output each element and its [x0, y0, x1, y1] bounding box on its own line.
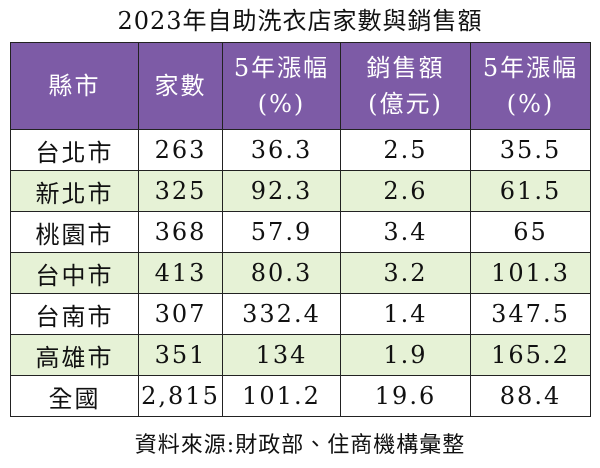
table-cell: 332.4	[222, 293, 341, 335]
table-cell: 65	[470, 211, 591, 253]
table-cell: 61.5	[470, 170, 591, 212]
table-cell: 3.4	[340, 211, 471, 253]
table-cell: 1.4	[340, 293, 471, 335]
table-cell: 413	[138, 252, 223, 294]
table-cell: 165.2	[470, 334, 591, 376]
table-row: 桃園市 368 57.9 3.4 65	[10, 211, 591, 253]
header-row: 縣市 家數 5年漲幅 (%) 銷售額 (億元) 5年漲幅 (%)	[10, 42, 591, 130]
table-cell: 35.5	[470, 129, 591, 171]
header-cell: 5年漲幅 (%)	[470, 42, 591, 130]
table-cell: 88.4	[470, 375, 591, 417]
table-row: 新北市 325 92.3 2.6 61.5	[10, 170, 591, 212]
table-cell: 325	[138, 170, 223, 212]
title: 2023年自助洗衣店家數與銷售額	[117, 7, 483, 35]
table-cell: 368	[138, 211, 223, 253]
header-cell: 5年漲幅 (%)	[222, 42, 341, 130]
table-cell: 92.3	[222, 170, 341, 212]
table-row: 全國 2,815 101.2 19.6 88.4	[10, 375, 591, 417]
table-cell: 101.2	[222, 375, 341, 417]
table-row: 台南市 307 332.4 1.4 347.5	[10, 293, 591, 335]
header-cell: 家數	[138, 42, 223, 130]
header-line: 縣市	[48, 72, 101, 100]
header-line: (%)	[257, 90, 306, 118]
table-cell: 2,815	[138, 375, 223, 417]
header-line: 銷售額	[366, 54, 445, 82]
table-cell: 307	[138, 293, 223, 335]
table-cell: 全國	[10, 375, 139, 417]
table-cell: 101.3	[470, 252, 591, 294]
table-cell: 台南市	[10, 293, 139, 335]
table-cell: 新北市	[10, 170, 139, 212]
header-cell: 縣市	[10, 42, 139, 130]
table-cell: 1.9	[340, 334, 471, 376]
header-line: 家數	[154, 72, 207, 100]
table: 縣市 家數 5年漲幅 (%) 銷售額 (億元) 5年漲幅 (%) 台北市 263 36.3 2.5 3…	[10, 42, 591, 417]
table-cell: 347.5	[470, 293, 591, 335]
header-line: (億元)	[368, 90, 443, 118]
table-cell: 351	[138, 334, 223, 376]
header-line: (%)	[506, 90, 555, 118]
table-cell: 台中市	[10, 252, 139, 294]
header-cell: 銷售額 (億元)	[340, 42, 471, 130]
header-line: 5年漲幅	[233, 54, 330, 82]
table-cell: 3.2	[340, 252, 471, 294]
table-row: 高雄市 351 134 1.9 165.2	[10, 334, 591, 376]
table-cell: 57.9	[222, 211, 341, 253]
table-cell: 台北市	[10, 129, 139, 171]
table-cell: 263	[138, 129, 223, 171]
table-cell: 2.6	[340, 170, 471, 212]
table-cell: 桃園市	[10, 211, 139, 253]
table-cell: 高雄市	[10, 334, 139, 376]
table-cell: 80.3	[222, 252, 341, 294]
table-cell: 134	[222, 334, 341, 376]
table-row: 台北市 263 36.3 2.5 35.5	[10, 129, 591, 171]
table-cell: 19.6	[340, 375, 471, 417]
source-note: 資料來源:財政部、住商機構彙整	[134, 433, 466, 458]
table-cell: 36.3	[222, 129, 341, 171]
table-cell: 2.5	[340, 129, 471, 171]
header-line: 5年漲幅	[482, 54, 579, 82]
table-row: 台中市 413 80.3 3.2 101.3	[10, 252, 591, 294]
